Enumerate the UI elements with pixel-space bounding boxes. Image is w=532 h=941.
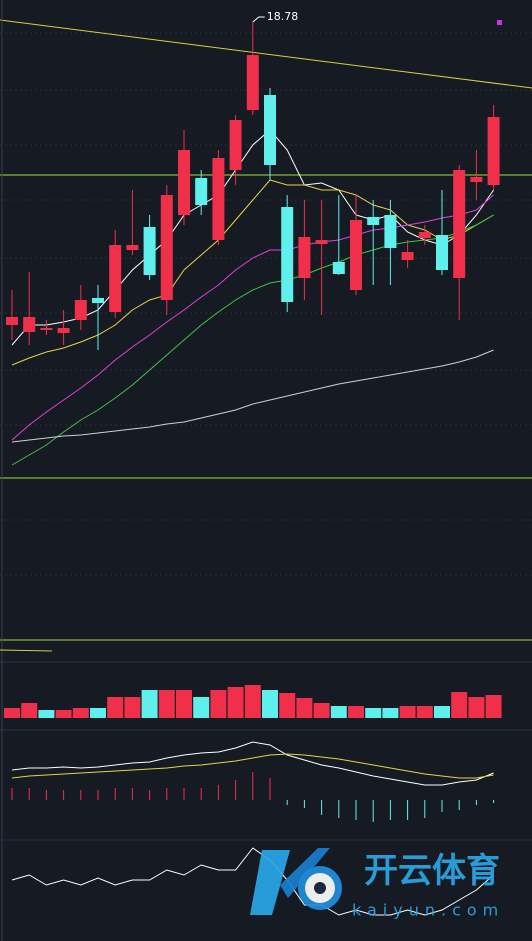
candle-body: [126, 245, 139, 250]
logo-k: [250, 850, 290, 915]
watermark: 开云体育 kaiyun.com: [250, 848, 504, 920]
volume-bar: [141, 690, 158, 718]
volume-bar: [38, 710, 55, 718]
candle-body: [436, 235, 448, 270]
volume-bar: [193, 697, 210, 718]
volume-bar: [468, 697, 485, 718]
candle-body: [143, 227, 156, 275]
candle-body: [195, 178, 208, 205]
line: [11, 741, 494, 786]
candle-body: [264, 95, 276, 165]
candle-body: [40, 328, 53, 330]
candle-body: [6, 317, 18, 325]
volume-bar: [382, 708, 399, 718]
trend-line: [0, 19, 532, 89]
candle-body: [350, 220, 362, 290]
volume-bar: [90, 708, 106, 718]
candle-body: [453, 170, 466, 278]
annotation-pointer: [252, 16, 265, 23]
line: [11, 349, 494, 443]
volume-bar: [399, 706, 416, 718]
candle-body: [298, 237, 311, 278]
candle-body: [281, 207, 294, 302]
candle-body: [418, 232, 431, 238]
volume-bar: [124, 697, 141, 718]
watermark-site: kaiyun.com: [352, 901, 504, 920]
line: [11, 214, 494, 466]
plot-area: 18.78: [4, 10, 502, 916]
candle-body: [246, 55, 259, 110]
volume-bar: [485, 695, 502, 718]
candle-body: [384, 215, 397, 248]
volume-bar: [4, 708, 20, 718]
volume-bar: [365, 708, 382, 718]
logo-ball: [314, 882, 326, 894]
candle-body: [470, 177, 483, 182]
candle-body: [212, 158, 225, 240]
volume-bar: [227, 687, 244, 718]
volume-bar: [296, 698, 313, 718]
volume-bar: [158, 690, 175, 718]
volume-bar: [279, 693, 296, 718]
volume-bar: [434, 706, 450, 718]
line: [11, 129, 495, 346]
candle-body: [57, 328, 70, 333]
candle-body: [109, 245, 122, 312]
watermark-name: 开云体育: [364, 852, 500, 890]
volume-bar: [176, 690, 192, 718]
candle-body: [367, 217, 380, 225]
volume-bar: [348, 706, 364, 718]
candle-body: [401, 252, 414, 260]
volume-bar: [244, 685, 261, 718]
annotation: 18.78: [267, 10, 299, 23]
marker: [497, 20, 502, 25]
candle-body: [160, 195, 173, 300]
volume-bar: [330, 706, 347, 718]
line: [11, 753, 494, 779]
candle-body: [92, 298, 104, 303]
volume-bar: [262, 690, 278, 718]
candle-body: [315, 240, 328, 244]
line: [11, 847, 494, 916]
volume-bar: [451, 692, 468, 718]
volume-bar: [72, 708, 89, 718]
volume-bar: [313, 703, 330, 718]
candle-body: [23, 317, 36, 332]
volume-bar: [107, 697, 124, 718]
volume-bar: [416, 706, 433, 718]
candle-body: [178, 150, 190, 215]
line: [11, 179, 494, 366]
candle-body: [229, 120, 242, 170]
line: [11, 194, 494, 441]
volume-bar: [21, 703, 38, 718]
candle-body: [332, 262, 345, 274]
indicator-stub: [0, 649, 53, 652]
volume-bar: [55, 710, 72, 718]
candle-body: [74, 300, 87, 320]
candle-body: [487, 117, 500, 185]
volume-bar: [210, 690, 227, 718]
